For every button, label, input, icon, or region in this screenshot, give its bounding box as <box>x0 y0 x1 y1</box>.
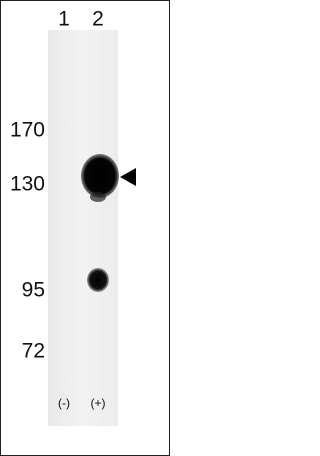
lane-label: 1 <box>58 8 70 31</box>
marker-label: 130 <box>10 173 45 196</box>
arrowhead <box>120 168 136 186</box>
band-lower <box>87 268 109 292</box>
band-main <box>81 154 119 198</box>
western-blot: 1 2 170 130 95 72 (-) (+) <box>0 0 170 456</box>
marker-label: 72 <box>22 340 45 363</box>
marker-label: 170 <box>10 119 45 142</box>
marker-label: 95 <box>22 279 45 302</box>
band-tail <box>90 192 106 202</box>
lane-label: 2 <box>92 8 104 31</box>
condition-label: (-) <box>58 396 70 410</box>
condition-label: (+) <box>91 396 106 410</box>
membrane <box>48 30 118 426</box>
